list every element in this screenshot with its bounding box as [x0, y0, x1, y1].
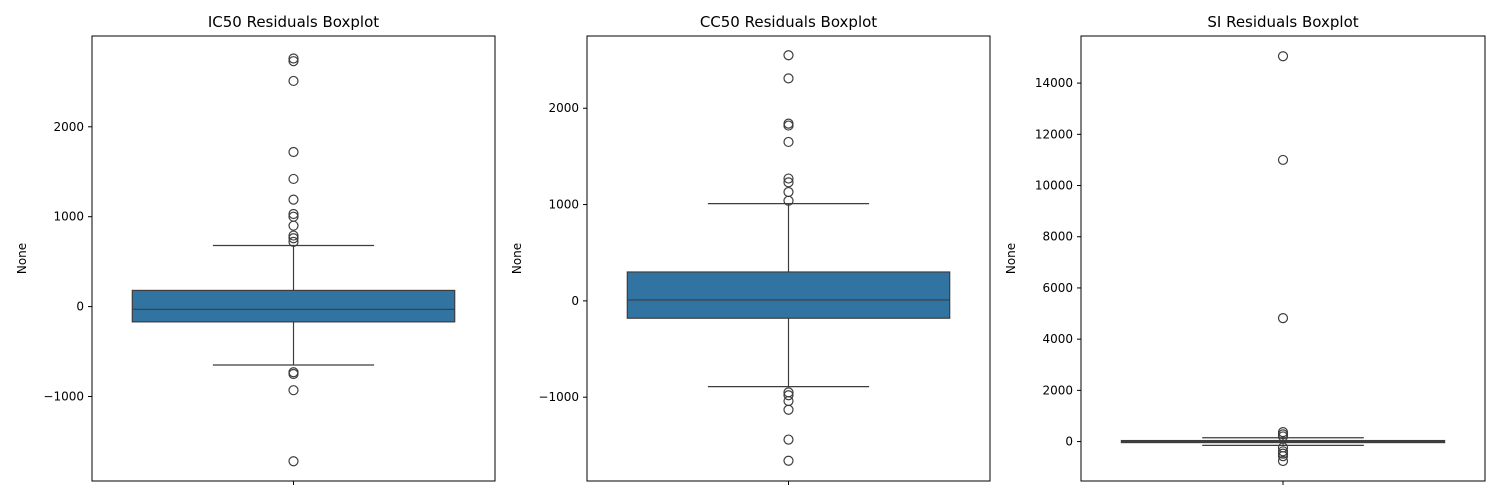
y-axis-label: None	[1004, 243, 1018, 274]
y-tick-label: 12000	[1035, 127, 1073, 141]
iqr-box	[131, 289, 456, 323]
y-tick-label: 14000	[1035, 76, 1073, 90]
y-tick-label: 1000	[548, 198, 579, 212]
outlier-point	[1277, 451, 1289, 462]
outlier-point	[783, 434, 794, 445]
y-tick-label: −1000	[43, 389, 84, 403]
outlier-point	[288, 456, 299, 467]
plot-frame	[91, 35, 496, 482]
outlier-point	[288, 385, 299, 396]
y-tick-label: 1000	[53, 210, 84, 224]
chart-title: CC50 Residuals Boxplot	[700, 13, 877, 31]
y-tick-label: 10000	[1035, 179, 1073, 193]
outlier-point	[783, 195, 794, 206]
outlier-point	[783, 395, 794, 407]
outlier-point	[288, 236, 299, 247]
y-tick-label: 2000	[53, 120, 84, 134]
iqr-box	[626, 271, 951, 319]
outlier-point	[288, 220, 299, 231]
y-tick-label: −1000	[538, 390, 579, 404]
y-axis-label: None	[510, 243, 524, 274]
y-tick-label: 6000	[1042, 281, 1073, 295]
outlier-point	[783, 50, 794, 61]
y-tick-label: 8000	[1042, 230, 1073, 244]
outlier-point	[1277, 448, 1289, 459]
outlier-point	[1277, 51, 1289, 62]
outlier-point	[288, 194, 299, 205]
outlier-point	[783, 455, 794, 466]
outlier-point	[1277, 455, 1289, 467]
plot-frame	[586, 35, 991, 482]
outlier-point	[783, 136, 794, 148]
y-tick-label: 4000	[1042, 332, 1073, 346]
outlier-point	[288, 146, 299, 158]
y-tick-label: 2000	[1042, 383, 1073, 397]
outlier-point	[1277, 154, 1289, 166]
outlier-point	[288, 75, 299, 87]
outlier-point	[288, 233, 299, 244]
y-tick-label: 0	[76, 300, 84, 314]
outlier-point	[783, 390, 794, 401]
y-tick-label: 0	[1065, 435, 1073, 449]
outlier-point	[288, 173, 299, 185]
outlier-point	[288, 208, 299, 220]
outlier-point	[783, 177, 794, 188]
chart-panel-1: IC50 Residuals Boxplot None −1000 0 1000 2000	[15, 13, 496, 485]
outlier-point	[783, 120, 794, 131]
chart-panel-2: CC50 Residuals Boxplot None −1000 0 1000 2000	[510, 13, 991, 485]
outlier-point	[783, 404, 794, 415]
outlier-point	[783, 186, 794, 198]
outlier-point	[783, 73, 794, 84]
outlier-point	[288, 56, 299, 67]
outlier-point	[1277, 431, 1289, 442]
outlier-point	[288, 368, 299, 380]
chart-panel-3: SI Residuals Boxplot None 0 2000 4000 6000 800…	[1004, 13, 1486, 485]
plot-frame	[1080, 35, 1486, 482]
outlier-point	[288, 230, 299, 241]
y-axis-label: None	[15, 243, 29, 274]
y-tick-label: 2000	[548, 101, 579, 115]
chart-title: SI Residuals Boxplot	[1207, 13, 1358, 31]
y-tick-label: 0	[571, 294, 579, 308]
chart-title: IC50 Residuals Boxplot	[208, 13, 379, 31]
outlier-point	[783, 173, 794, 184]
outlier-point	[288, 53, 299, 64]
outlier-point	[1277, 313, 1289, 324]
